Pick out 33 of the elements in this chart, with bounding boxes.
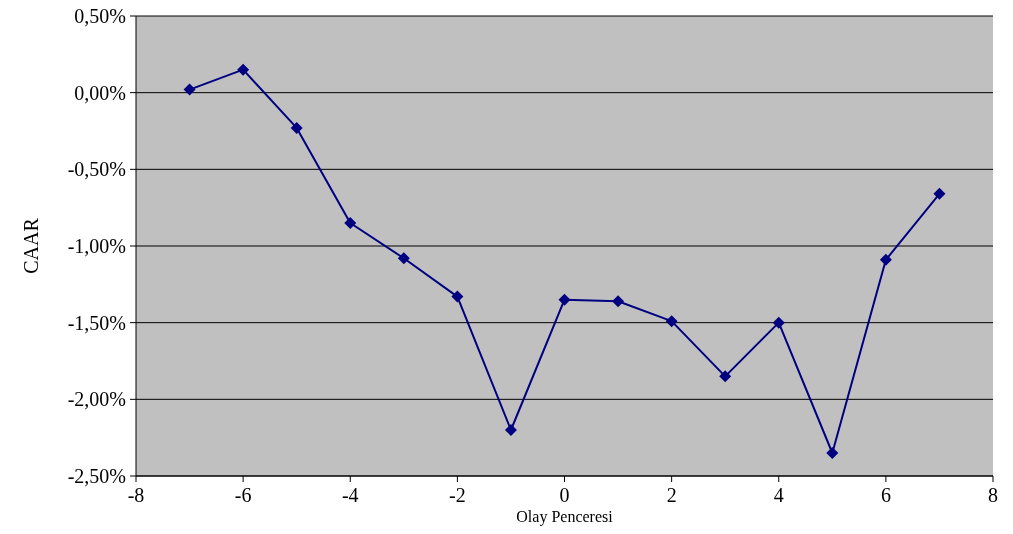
point [558, 293, 571, 306]
point [879, 253, 892, 266]
point [183, 83, 196, 96]
y-tick-label: -2,00% [67, 388, 126, 411]
x-tick-label: -2 [449, 484, 466, 506]
x-tick-label: -8 [127, 484, 145, 506]
y-tick-label: -0,50% [67, 158, 126, 181]
x-tick-label: 2 [666, 484, 677, 506]
point [933, 187, 946, 200]
point [665, 315, 678, 328]
x-tick-label: -4 [341, 484, 359, 506]
y-tick-label: -1,00% [67, 235, 126, 257]
y-tick-label: 0,00% [74, 81, 126, 104]
x-tick-label: -6 [234, 484, 252, 506]
point [772, 316, 785, 329]
y-tick-label: -1,50% [67, 311, 126, 334]
y-tick-label: 0,50% [74, 5, 126, 27]
x-tick-label: 8 [988, 484, 998, 506]
x-tick-label: 4 [773, 484, 784, 506]
point [719, 370, 732, 383]
point [612, 295, 625, 308]
x-tick-label: 6 [880, 484, 891, 506]
x-axis-title: Olay Penceresi [516, 508, 614, 526]
y-tick-label: -2,50% [67, 465, 126, 487]
point [290, 121, 303, 134]
y-axis-title: CAAR [20, 217, 42, 274]
point [344, 217, 357, 229]
point [826, 447, 839, 459]
point [504, 424, 517, 436]
x-tick-label: 0 [559, 484, 570, 506]
point [237, 63, 250, 76]
point [397, 252, 410, 265]
point [451, 290, 464, 303]
